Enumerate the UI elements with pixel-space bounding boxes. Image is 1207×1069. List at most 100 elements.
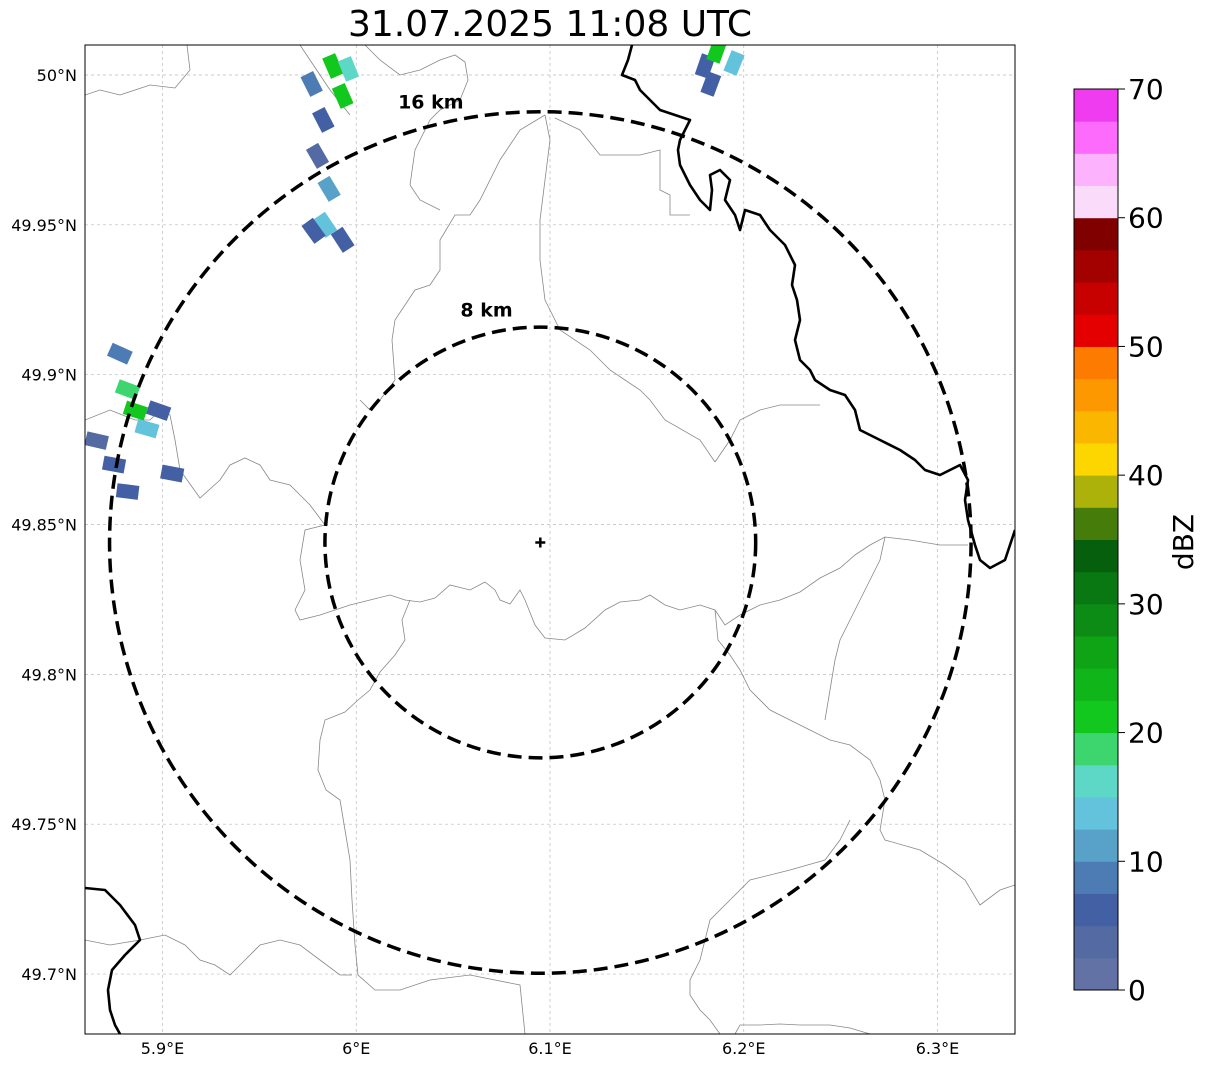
x-tick-label: 6°E — [342, 1039, 370, 1058]
colorbar-bin — [1074, 571, 1118, 605]
y-tick-label: 50°N — [37, 66, 77, 85]
colorbar-tick-label: 0 — [1128, 974, 1146, 1007]
municipal-border — [554, 117, 690, 216]
radar-echoes — [85, 45, 745, 500]
radar-echo-cell — [331, 83, 354, 109]
radar-echo-cell — [134, 418, 160, 439]
colorbar-bin — [1074, 475, 1118, 508]
y-tick-label: 49.8°N — [21, 665, 77, 684]
colorbar-tick-label: 70 — [1128, 73, 1164, 106]
radar-echo-cell — [85, 431, 109, 450]
municipal-border — [85, 934, 352, 976]
colorbar-bin — [1074, 185, 1118, 219]
radar-echo-cell — [101, 455, 127, 474]
y-tick-label: 49.85°N — [11, 516, 77, 535]
radar-echo-cell — [337, 56, 360, 82]
colorbar-bin — [1074, 153, 1118, 187]
x-tick-label: 6.2°E — [722, 1039, 766, 1058]
luxembourg-belgium-border — [85, 886, 142, 1034]
radar-echo-cell — [115, 483, 140, 500]
radar-echo-cell — [106, 342, 133, 365]
colorbar-bin — [1074, 861, 1118, 894]
municipal-border — [539, 114, 716, 463]
colorbar-bin — [1074, 764, 1118, 798]
colorbar-bin — [1074, 249, 1118, 283]
luxembourg-germany-border — [620, 45, 1015, 570]
colorbar-tick-label: 10 — [1128, 845, 1164, 878]
x-tick-label: 5.9°E — [141, 1039, 185, 1058]
colorbar-bin — [1074, 217, 1118, 251]
range-rings: 8 km 16 km — [107, 91, 973, 976]
x-tick-labels: 5.9°E 6°E 6.1°E 6.2°E 6.3°E — [141, 1039, 960, 1058]
range-ring-label: 16 km — [398, 91, 464, 113]
colorbar-tick-label: 50 — [1128, 330, 1164, 363]
colorbar-bin — [1074, 893, 1118, 927]
radar-echo-cell — [145, 400, 172, 421]
range-ring-label: 8 km — [460, 299, 512, 321]
municipal-border — [364, 45, 469, 121]
colorbar-bin — [1074, 668, 1118, 701]
radar-echo-cell — [706, 45, 727, 64]
municipal-border — [689, 819, 851, 1034]
colorbar-tick-label: 30 — [1128, 588, 1164, 621]
x-tick-label: 6.3°E — [916, 1039, 960, 1058]
colorbar-ticks: 0 10 20 30 40 50 60 70 — [1118, 73, 1164, 1007]
colorbar-tick-label: 20 — [1128, 717, 1164, 750]
map-title: 31.07.2025 11:08 UTC — [347, 4, 753, 45]
colorbar-bin — [1074, 796, 1118, 830]
colorbar-bin — [1074, 603, 1118, 637]
colorbar-tick-label: 60 — [1128, 202, 1164, 235]
colorbar-label: dBZ — [1167, 514, 1200, 570]
y-tick-labels: 50°N 49.95°N 49.9°N 49.85°N 49.8°N 49.75°N 49.… — [11, 66, 77, 984]
colorbar-bin — [1074, 957, 1118, 991]
radar-echo-cell — [322, 53, 344, 79]
colorbar-bin — [1074, 829, 1118, 862]
municipal-border — [409, 119, 441, 211]
colorbar-bin — [1074, 636, 1118, 669]
y-tick-label: 49.75°N — [11, 815, 77, 834]
y-tick-label: 49.9°N — [21, 366, 77, 385]
radar-echo-cell — [700, 71, 722, 97]
radar-echo-cell — [312, 106, 335, 133]
radar-echo-cell — [723, 50, 745, 76]
colorbar-bin — [1074, 314, 1118, 347]
colorbar-bin — [1074, 539, 1118, 573]
municipal-border — [317, 599, 526, 1034]
y-tick-label: 49.95°N — [11, 216, 77, 235]
colorbar-bin — [1074, 507, 1118, 540]
gridlines — [85, 45, 1015, 1034]
colorbar-frame — [1073, 88, 1119, 991]
radar-echo-cell — [317, 175, 341, 202]
y-tick-label: 49.7°N — [21, 965, 77, 984]
colorbar-tick-label: 40 — [1128, 459, 1164, 492]
municipal-border — [85, 409, 968, 641]
colorbar-bin — [1074, 89, 1118, 122]
municipal-border — [714, 404, 820, 463]
colorbar-bin — [1074, 282, 1118, 315]
range-ring — [323, 325, 758, 760]
colorbar-bin — [1074, 346, 1118, 380]
municipal-border — [85, 45, 191, 96]
radar-echo-cell — [305, 142, 330, 169]
municipal-border — [824, 536, 886, 721]
range-ring — [107, 109, 973, 976]
municipal-border — [734, 1023, 871, 1034]
colorbar-bin — [1074, 732, 1118, 766]
radar-echo-cell — [160, 464, 185, 483]
colorbar-bin — [1074, 700, 1118, 734]
colorbar-bin — [1074, 925, 1118, 959]
colorbar-bin — [1074, 410, 1118, 444]
radar-echo-cell — [330, 226, 355, 253]
colorbar-bin — [1074, 378, 1118, 412]
country-borders — [85, 45, 1015, 1034]
colorbar-bin — [1074, 442, 1118, 476]
municipal-border — [714, 609, 1015, 906]
radar-site-marker — [535, 537, 546, 548]
radar-echo-cell — [313, 211, 338, 238]
colorbar-bin — [1074, 121, 1118, 154]
radar-echo-cell — [300, 70, 323, 97]
radar-echo-cell — [301, 217, 326, 244]
map-frame — [84, 44, 1016, 1035]
